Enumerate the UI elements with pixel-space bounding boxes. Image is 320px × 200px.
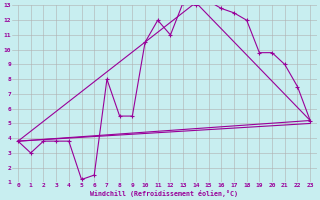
- X-axis label: Windchill (Refroidissement éolien,°C): Windchill (Refroidissement éolien,°C): [90, 190, 238, 197]
